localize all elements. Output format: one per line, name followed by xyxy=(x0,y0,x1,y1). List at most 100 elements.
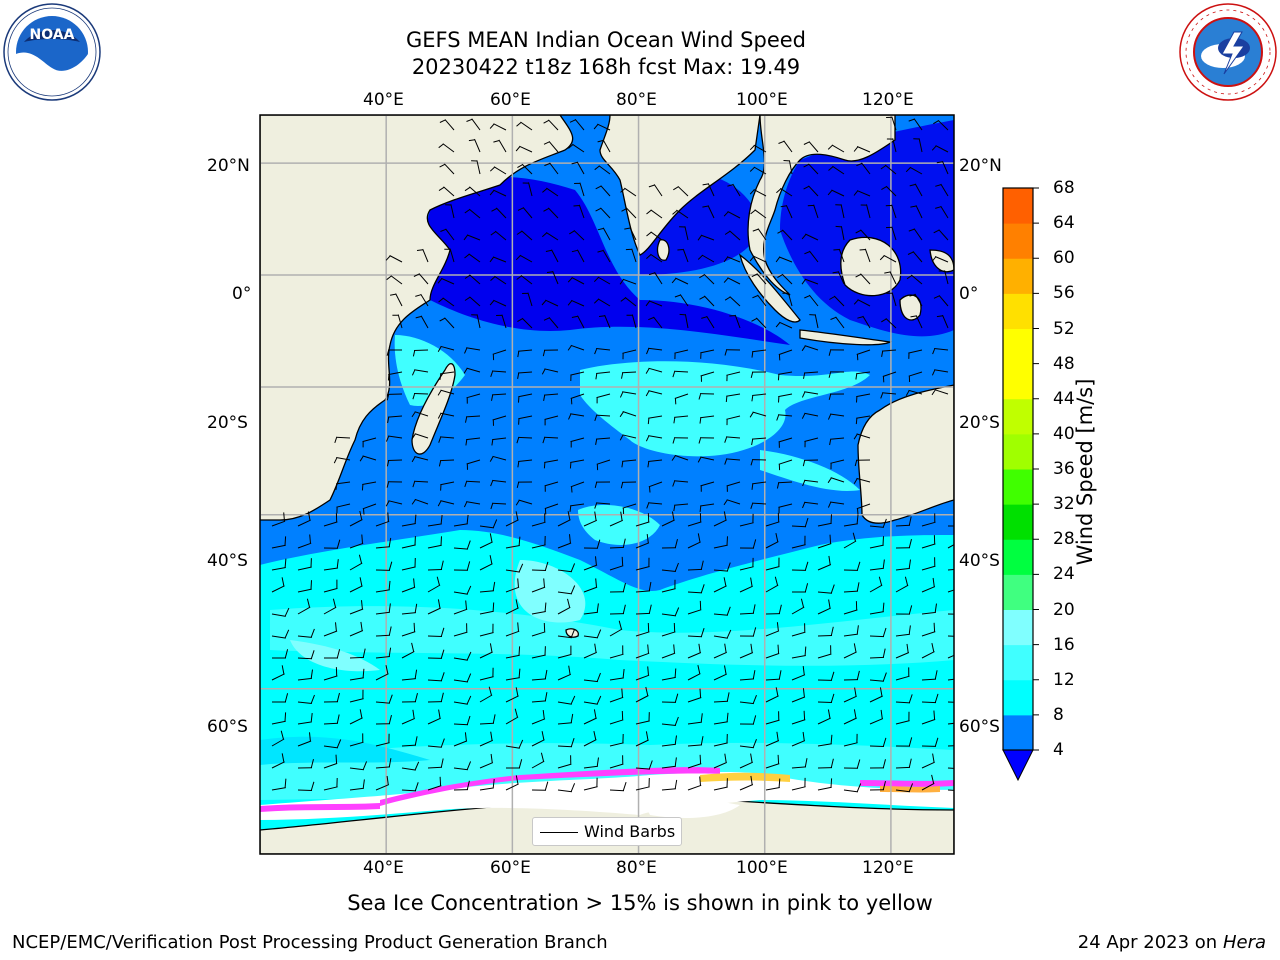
wind-barb xyxy=(910,205,923,219)
wind-barb xyxy=(907,250,923,263)
wind-barb xyxy=(415,293,429,307)
lon-tick-bottom: 60°E xyxy=(490,858,531,878)
wind-barb xyxy=(569,118,585,131)
wind-barb xyxy=(778,393,793,403)
wind-barb xyxy=(791,666,806,681)
lat-tick-right: 40°S xyxy=(959,551,1000,571)
wind-barb xyxy=(817,758,834,769)
wind-barb xyxy=(879,254,897,263)
wind-barb xyxy=(464,296,481,307)
wind-barb xyxy=(661,779,678,791)
wind-barb xyxy=(829,437,845,446)
wind-barb xyxy=(427,758,444,769)
wind-barb xyxy=(427,738,445,748)
wind-barb xyxy=(933,119,949,131)
wind-barb xyxy=(465,415,481,423)
wind-barb xyxy=(401,514,417,527)
wind-barb xyxy=(334,436,351,444)
wind-barb xyxy=(362,503,377,515)
wind-barb xyxy=(739,670,756,681)
wind-barb xyxy=(439,163,455,175)
wind-barb xyxy=(595,185,611,197)
wind-barb xyxy=(869,576,883,593)
wind-barb xyxy=(672,480,689,487)
wind-barb xyxy=(713,536,728,549)
wind-barb xyxy=(413,273,429,285)
wind-barb xyxy=(713,753,728,769)
wind-barb xyxy=(947,525,954,527)
wind-barb xyxy=(921,622,936,637)
wind-barb xyxy=(297,694,315,704)
wind-barb xyxy=(568,143,585,153)
lat-tick-left: 60°S xyxy=(207,717,248,737)
wind-barb xyxy=(700,349,715,359)
wind-barb xyxy=(272,693,289,703)
wind-barb xyxy=(807,204,819,219)
wind-barb xyxy=(401,761,420,771)
wind-barb xyxy=(673,185,689,197)
wind-barb xyxy=(843,532,857,549)
wind-barb xyxy=(619,434,637,441)
lat-tick-left: 40°S xyxy=(207,551,248,571)
wind-barb xyxy=(843,759,861,769)
wind-barb xyxy=(609,620,623,637)
wind-barb xyxy=(557,598,571,615)
wind-barb xyxy=(626,314,637,329)
wind-barb xyxy=(750,209,767,219)
wind-barb xyxy=(349,621,364,637)
wind-barb xyxy=(677,248,689,263)
wind-barb xyxy=(854,459,871,467)
wind-barb xyxy=(778,140,793,153)
wind-barb xyxy=(645,435,663,442)
wind-barb xyxy=(568,413,585,420)
wind-barb xyxy=(885,226,897,241)
wind-barb xyxy=(804,294,819,307)
wind-barb xyxy=(349,648,366,659)
wind-barb xyxy=(453,651,472,661)
wind-barb xyxy=(297,732,312,747)
wind-barb xyxy=(412,349,429,357)
wind-barb xyxy=(609,755,624,769)
wind-barb xyxy=(517,371,533,379)
wind-barb xyxy=(895,737,913,747)
wind-barb xyxy=(619,391,637,398)
wind-barb xyxy=(464,274,481,285)
lon-tick-top: 60°E xyxy=(490,90,531,110)
wind-barb xyxy=(645,300,663,307)
wind-barb xyxy=(386,459,403,467)
wind-barb xyxy=(909,293,923,307)
wind-barb xyxy=(935,205,949,219)
wind-barb xyxy=(471,160,481,175)
wind-barb xyxy=(817,778,833,791)
wind-barb xyxy=(908,349,923,359)
wind-barb xyxy=(921,642,935,659)
wind-barb xyxy=(401,622,416,637)
wind-barb xyxy=(392,314,403,329)
colorbar-tick-label: 60 xyxy=(1053,248,1075,269)
wind-barb xyxy=(751,317,767,329)
wind-barb xyxy=(570,437,585,448)
wind-barb xyxy=(621,459,637,468)
wind-barb xyxy=(516,275,533,285)
wind-barb xyxy=(401,736,418,747)
wind-barb xyxy=(437,277,455,285)
wind-barb xyxy=(699,503,715,512)
wind-barb xyxy=(661,668,677,681)
wind-barb xyxy=(445,204,455,219)
wind-barb xyxy=(297,598,311,615)
wind-barb xyxy=(869,648,886,659)
wind-barb xyxy=(673,503,689,512)
wind-barb xyxy=(375,561,393,571)
wind-barb xyxy=(609,781,627,792)
wind-barb xyxy=(557,511,571,527)
wind-barb xyxy=(803,371,819,379)
wind-barb xyxy=(791,535,806,549)
wind-barb xyxy=(674,294,689,307)
wind-barb xyxy=(646,502,663,509)
wind-barb xyxy=(713,577,727,593)
colorbar-segment xyxy=(1003,398,1033,435)
lat-tick-left: 20°N xyxy=(207,156,250,176)
wind-barb xyxy=(557,645,572,659)
wind-barb xyxy=(843,687,857,703)
wind-barb xyxy=(401,557,416,571)
